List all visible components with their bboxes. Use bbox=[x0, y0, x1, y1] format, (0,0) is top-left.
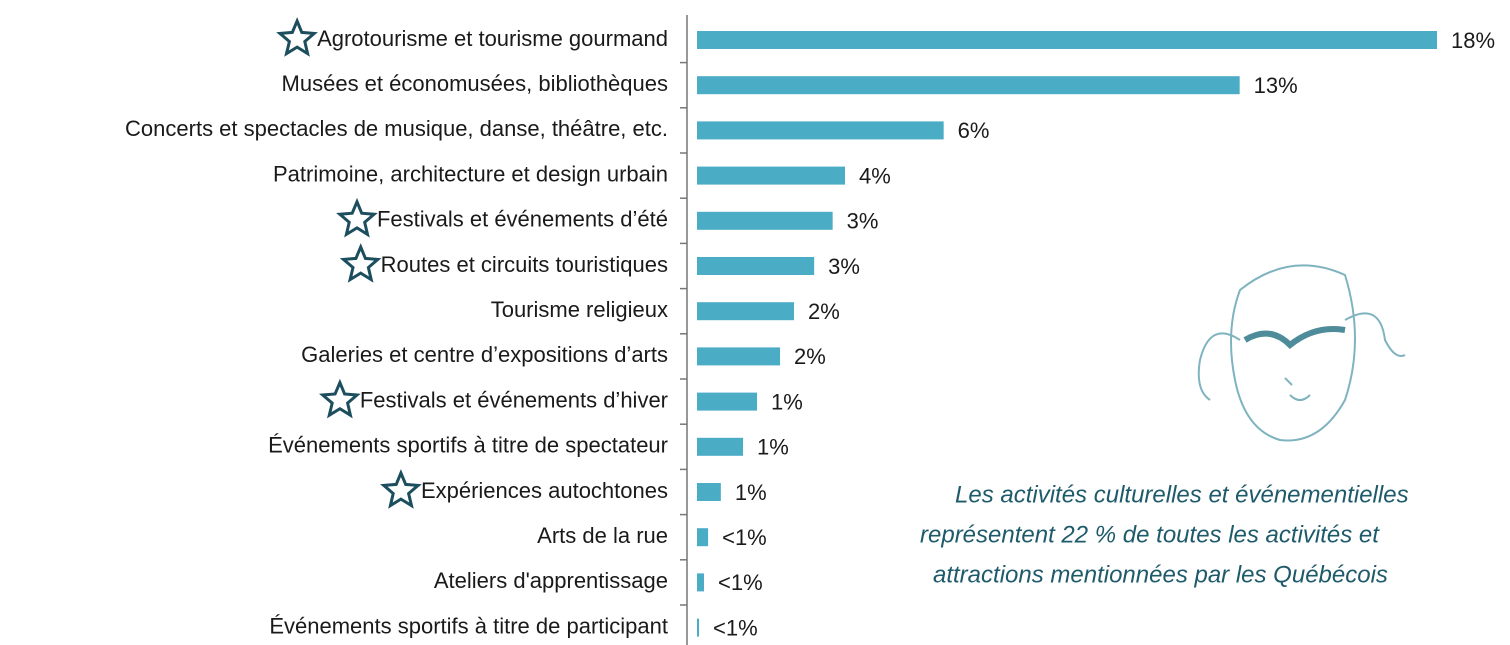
category-label: Musées et économusées, bibliothèques bbox=[282, 71, 668, 96]
star-icon bbox=[276, 17, 318, 57]
star-icon bbox=[336, 197, 378, 238]
value-label: <1% bbox=[713, 615, 758, 640]
category-label: Événements sportifs à titre de spectateu… bbox=[268, 433, 668, 458]
bar bbox=[697, 528, 709, 547]
bar bbox=[697, 31, 1437, 49]
category-label: Routes et circuits touristiques bbox=[381, 252, 668, 277]
bar bbox=[697, 483, 721, 501]
value-label: <1% bbox=[722, 525, 767, 550]
bar bbox=[697, 257, 815, 275]
bar bbox=[697, 76, 1240, 95]
value-label: 2% bbox=[794, 344, 826, 369]
mask-illustration bbox=[1197, 264, 1406, 442]
category-label: Événements sportifs à titre de participa… bbox=[269, 613, 668, 638]
star-icon bbox=[380, 469, 422, 509]
annotation: attractions mentionnées par les Québécoi… bbox=[933, 561, 1388, 588]
category-label: Festivals et événements d’été bbox=[377, 207, 668, 232]
value-label: 3% bbox=[847, 209, 879, 234]
category-label: Galeries et centre d’expositions d’arts bbox=[301, 342, 668, 367]
bar bbox=[697, 166, 845, 185]
category-label: Arts de la rue bbox=[537, 523, 668, 548]
value-label: 2% bbox=[808, 299, 840, 324]
value-label: 18% bbox=[1451, 28, 1495, 53]
bar bbox=[697, 573, 704, 592]
category-label: Patrimoine, architecture et design urbai… bbox=[273, 161, 668, 186]
value-label: 1% bbox=[757, 435, 789, 460]
category-label: Concerts et spectacles de musique, danse… bbox=[125, 116, 668, 141]
category-label: Ateliers d'apprentissage bbox=[434, 568, 668, 593]
value-label: 1% bbox=[771, 389, 803, 414]
bar bbox=[697, 121, 944, 140]
annotation: représentent 22 % de toutes les activité… bbox=[920, 521, 1380, 548]
bar bbox=[697, 302, 795, 321]
bar bbox=[697, 437, 744, 456]
value-label: <1% bbox=[718, 570, 763, 595]
category-label: Expériences autochtones bbox=[421, 478, 668, 503]
value-label: 13% bbox=[1254, 73, 1298, 98]
value-label: 1% bbox=[735, 480, 767, 505]
bar bbox=[697, 211, 833, 230]
category-label: Tourisme religieux bbox=[491, 297, 668, 322]
annotation: Les activités culturelles et événementie… bbox=[955, 481, 1409, 508]
category-label: Agrotourisme et tourisme gourmand bbox=[317, 26, 668, 51]
bar bbox=[697, 347, 781, 366]
star-icon bbox=[339, 243, 382, 283]
value-label: 3% bbox=[828, 254, 860, 279]
bar bbox=[697, 618, 700, 637]
value-label: 6% bbox=[958, 118, 990, 143]
bar bbox=[697, 392, 758, 411]
value-label: 4% bbox=[859, 163, 891, 188]
category-label: Festivals et événements d’hiver bbox=[360, 387, 668, 412]
star-icon bbox=[318, 378, 361, 419]
